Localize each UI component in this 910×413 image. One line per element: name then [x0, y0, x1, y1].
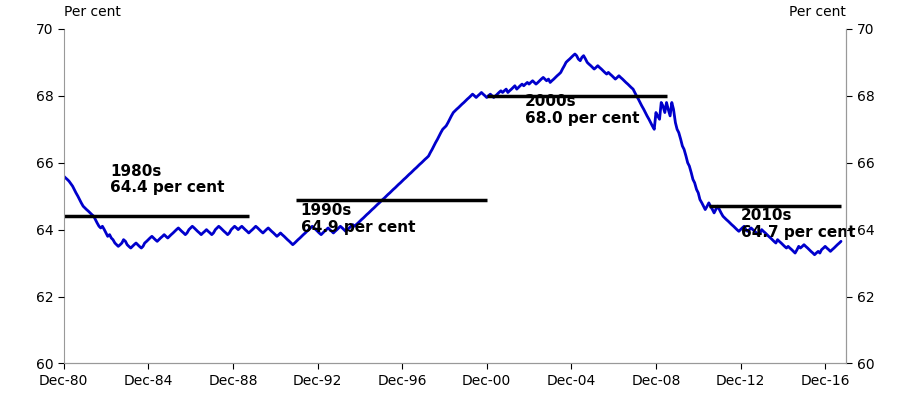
- Text: Per cent: Per cent: [790, 5, 846, 19]
- Text: 2010s: 2010s: [741, 208, 792, 223]
- Text: 1990s: 1990s: [300, 203, 352, 218]
- Text: 1980s: 1980s: [110, 164, 162, 179]
- Text: 68.0 per cent: 68.0 per cent: [525, 111, 640, 126]
- Text: 64.7 per cent: 64.7 per cent: [741, 225, 855, 240]
- Text: Per cent: Per cent: [64, 5, 120, 19]
- Text: 64.4 per cent: 64.4 per cent: [110, 180, 225, 195]
- Text: 2000s: 2000s: [525, 94, 576, 109]
- Text: 64.9 per cent: 64.9 per cent: [300, 220, 415, 235]
